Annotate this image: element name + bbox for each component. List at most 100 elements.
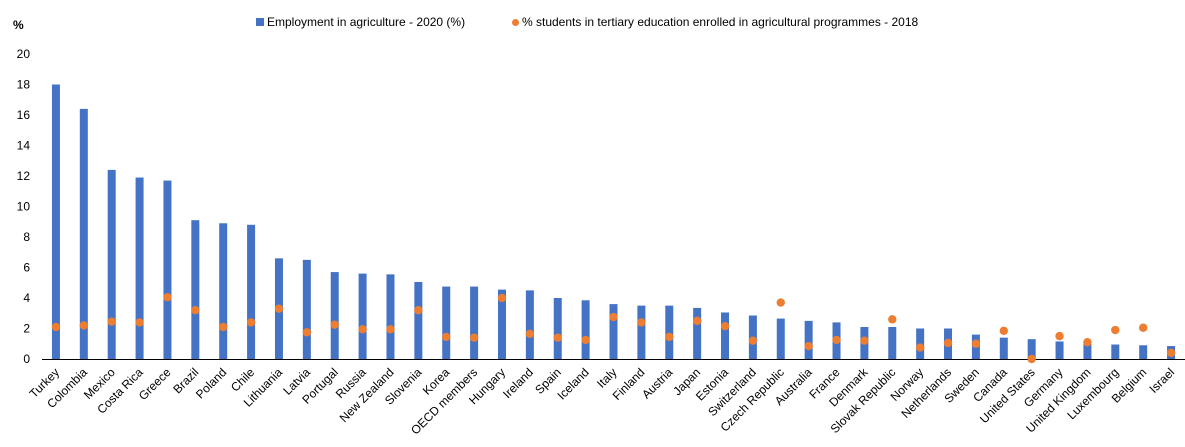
bar — [51, 84, 60, 359]
bar — [665, 305, 674, 359]
bar — [107, 169, 116, 359]
x-tick-label: Finland — [610, 365, 648, 403]
dot-marker — [274, 304, 284, 313]
y-tick-label: 2 — [23, 322, 30, 336]
dot-marker — [246, 318, 256, 327]
bar — [804, 320, 813, 359]
dot-marker — [302, 328, 312, 337]
bar — [191, 220, 200, 359]
dot-marker — [135, 318, 144, 327]
dot-marker — [665, 332, 674, 342]
bar — [1111, 344, 1120, 359]
bar — [525, 290, 534, 359]
dot-marker — [943, 338, 953, 348]
dot-marker — [1111, 325, 1120, 335]
bar — [414, 281, 423, 359]
y-tick-label: 16 — [17, 108, 31, 122]
y-tick-label: 8 — [23, 230, 30, 244]
bar — [581, 300, 590, 359]
dot-marker — [581, 335, 590, 345]
dot-marker — [442, 332, 451, 342]
dot-marker — [219, 322, 228, 332]
y-tick-label: 4 — [23, 291, 30, 305]
bar — [163, 180, 172, 359]
dot-marker — [999, 326, 1008, 335]
bar — [358, 273, 367, 359]
bar — [470, 286, 479, 359]
bar — [553, 298, 562, 359]
bar — [1027, 339, 1036, 359]
dot-marker — [720, 322, 730, 331]
bar — [135, 177, 144, 359]
dot-marker — [748, 336, 758, 345]
y-tick-label: 10 — [17, 200, 31, 214]
dot-marker — [1083, 338, 1092, 347]
bar — [721, 312, 730, 359]
dot-marker — [107, 317, 116, 326]
dot-marker — [915, 343, 925, 352]
legend-item-employment: Employment in agriculture - 2020 (%) — [256, 15, 465, 29]
bar — [79, 108, 88, 360]
y-tick-label: 12 — [17, 169, 31, 183]
bar — [497, 289, 506, 359]
dot-marker — [692, 316, 702, 326]
dot-marker — [971, 339, 981, 348]
chart-legend: Employment in agriculture - 2020 (%) % s… — [0, 15, 1185, 33]
legend-bar-swatch-icon — [256, 18, 264, 26]
dot-marker — [163, 293, 172, 302]
y-tick-label: 0 — [23, 352, 30, 366]
dot-marker — [191, 306, 200, 315]
dot-marker — [525, 329, 535, 339]
x-tick-label: Ireland — [500, 365, 536, 401]
dot-marker — [804, 341, 813, 351]
dot-marker — [386, 325, 395, 334]
bar — [776, 318, 785, 359]
bar — [219, 223, 228, 359]
dot-marker — [832, 335, 841, 345]
dot-marker — [358, 325, 367, 334]
x-tick-label: Greece — [136, 365, 174, 403]
dot-marker — [469, 333, 479, 342]
bar — [999, 337, 1008, 359]
dot-marker — [414, 306, 423, 315]
dot-marker — [776, 298, 785, 307]
dot-marker — [1027, 354, 1036, 364]
y-tick-label: 20 — [17, 47, 31, 61]
dot-marker — [497, 293, 507, 303]
bar — [302, 259, 311, 359]
dot-marker — [1138, 323, 1148, 332]
bar — [693, 307, 702, 359]
y-tick-label: 6 — [23, 261, 30, 275]
bar — [888, 326, 897, 359]
legend-label-students: % students in tertiary education enrolle… — [522, 15, 919, 29]
legend-item-students: % students in tertiary education enrolle… — [512, 15, 918, 29]
bar — [609, 304, 618, 359]
x-tick-label: Israel — [1147, 365, 1178, 396]
y-tick-label: 14 — [17, 139, 31, 153]
dot-marker — [51, 322, 61, 332]
dot-marker — [860, 336, 869, 345]
bar — [386, 274, 395, 359]
x-tick-label: Iceland — [554, 365, 591, 402]
legend-label-employment: Employment in agriculture - 2020 (%) — [267, 15, 466, 29]
bar — [330, 272, 339, 359]
dot-marker — [1055, 331, 1064, 341]
x-tick-label: Austria — [639, 365, 676, 402]
dot-marker — [1166, 348, 1176, 358]
dot-marker — [79, 321, 89, 330]
dot-marker — [330, 320, 339, 329]
dot-marker — [888, 315, 897, 324]
bar — [247, 224, 256, 359]
dot-marker — [553, 333, 562, 342]
bar — [1083, 343, 1092, 359]
dot-marker — [609, 312, 618, 322]
bar — [1139, 345, 1148, 359]
bar — [637, 305, 646, 359]
y-tick-label: 18 — [17, 78, 31, 92]
y-axis-unit-label: % — [13, 18, 24, 32]
legend-dot-swatch-icon — [512, 18, 519, 26]
bar — [442, 286, 451, 359]
x-tick-label: Poland — [193, 365, 229, 401]
bar — [1055, 341, 1064, 359]
